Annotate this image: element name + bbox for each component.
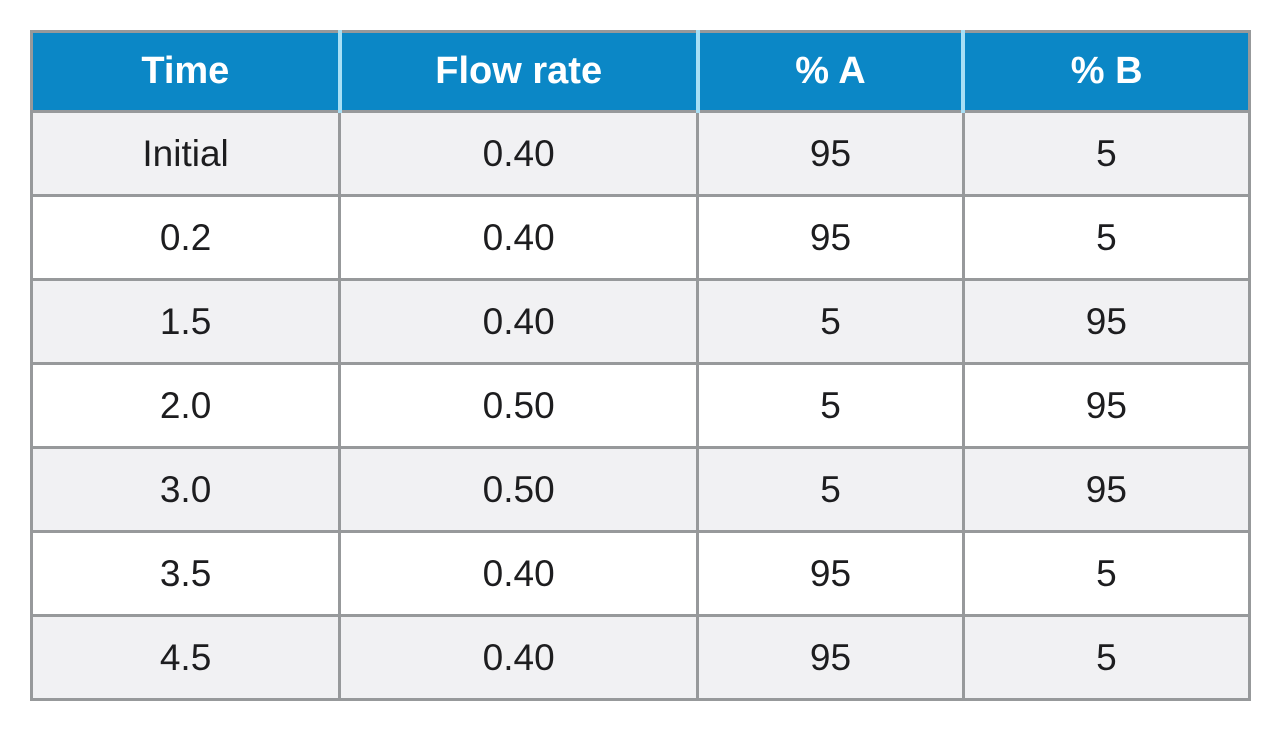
table-cell: 3.5 [29, 530, 342, 617]
table-cell: 0.2 [29, 194, 342, 281]
table-cell: 1.5 [29, 278, 342, 365]
gradient-table: Time Flow rate% A% B Initial 0.40 95 5 0.2 0.4… [29, 30, 1252, 701]
table-cell: 95 [696, 194, 965, 281]
table-cell: 95 [961, 278, 1252, 365]
table-cell: 5 [696, 362, 965, 449]
table-cell: 5 [696, 278, 965, 365]
table-body: Initial 0.40 95 5 0.2 0.40 95 5 1.5 0.40 5 95 2.0 0.5… [29, 110, 1252, 701]
column-header: % A [695, 30, 965, 113]
column-header: Flow rate [337, 30, 700, 113]
table-cell: 5 [961, 110, 1252, 197]
table-cell: 95 [961, 362, 1252, 449]
table-cell: 3.0 [29, 446, 342, 533]
column-header: Time [29, 30, 342, 113]
table-cell: 0.40 [338, 530, 700, 617]
table-cell: 4.5 [29, 614, 342, 701]
table-cell: 5 [696, 446, 965, 533]
table-cell: 0.40 [338, 614, 700, 701]
table-cell: 2.0 [29, 362, 342, 449]
table-row: 3.5 0.40 95 5 [29, 530, 1252, 617]
table-cell: 0.40 [338, 194, 700, 281]
table-cell: 5 [961, 530, 1252, 617]
table-cell: 95 [696, 530, 965, 617]
table-cell: 5 [961, 194, 1252, 281]
table-cell: 0.40 [338, 110, 700, 197]
table-cell: Initial [29, 110, 342, 197]
table-row: 3.0 0.50 5 95 [29, 446, 1252, 533]
column-header: % B [961, 30, 1252, 113]
table-row: 1.5 0.40 5 95 [29, 278, 1252, 365]
table-cell: 95 [696, 614, 965, 701]
table-cell: 0.50 [338, 362, 700, 449]
table-cell: 95 [696, 110, 965, 197]
table-row: Initial 0.40 95 5 [29, 110, 1252, 197]
table-header: Time Flow rate% A% B [29, 30, 1252, 113]
header-row: Time Flow rate% A% B [29, 30, 1252, 113]
table-cell: 0.50 [338, 446, 700, 533]
table-cell: 0.40 [338, 278, 700, 365]
table-row: 2.0 0.50 5 95 [29, 362, 1252, 449]
table-row: 0.2 0.40 95 5 [29, 194, 1252, 281]
table-row: 4.5 0.40 95 5 [29, 614, 1252, 701]
table-cell: 5 [961, 614, 1252, 701]
table-cell: 95 [961, 446, 1252, 533]
